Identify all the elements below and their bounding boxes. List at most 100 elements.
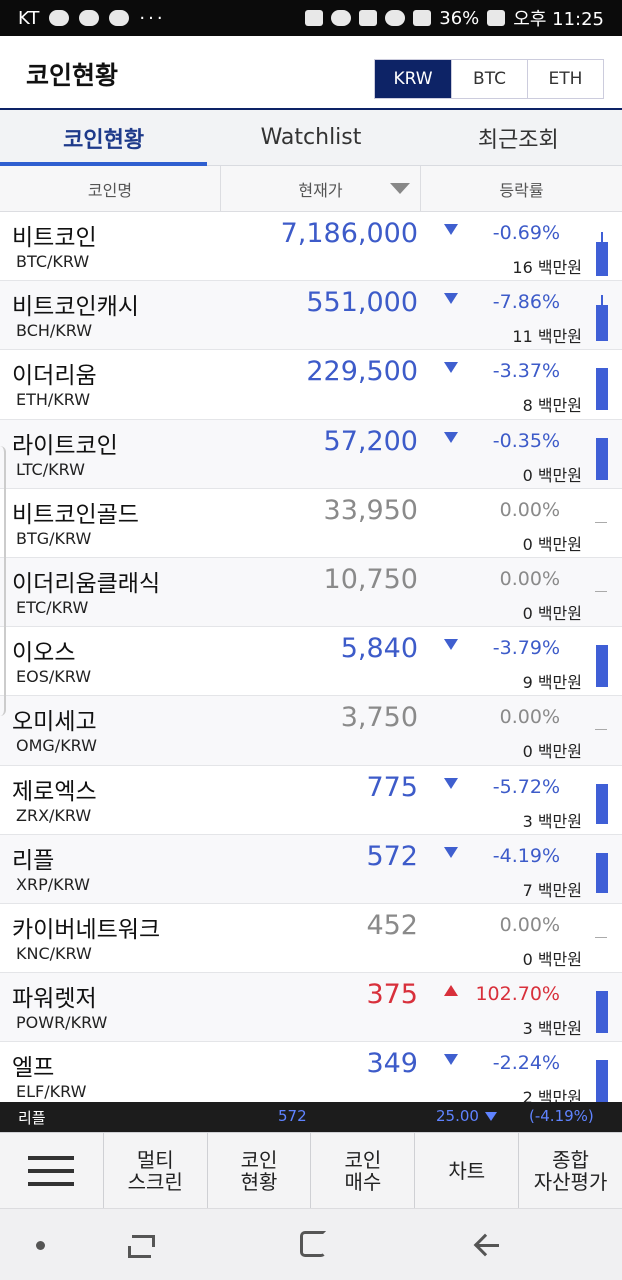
column-price[interactable]: 현재가 [221, 166, 421, 211]
coin-row[interactable]: 파워렛저 POWR/KRW 375 102.70% 3 백만원 [0, 973, 622, 1043]
coin-volume: 8 백만원 [522, 396, 582, 416]
coin-volume: 0 백만원 [522, 534, 582, 554]
system-nav-bar [0, 1208, 622, 1280]
battery-icon [487, 10, 506, 26]
currency-selector: KRW BTC ETH [374, 59, 604, 99]
coin-row[interactable]: 오미세고 OMG/KRW 3,750 0.00% 0 백만원 [0, 696, 622, 766]
clock: 오후 11:25 [513, 9, 604, 30]
back-icon[interactable] [474, 1234, 500, 1256]
down-triangle-icon [444, 431, 458, 443]
coin-row[interactable]: 비트코인골드 BTG/KRW 33,950 0.00% 0 백만원 [0, 488, 622, 558]
coin-volume: 0 백만원 [522, 742, 582, 762]
coin-change-rate: 0.00% [499, 498, 560, 521]
coin-status-button[interactable]: 코인 현황 [206, 1133, 311, 1208]
candle-icon [596, 1060, 608, 1102]
coin-row[interactable]: 엘프 ELF/KRW 349 -2.24% 2 백만원 [0, 1042, 622, 1102]
recent-apps-icon[interactable] [128, 1233, 155, 1258]
coin-change-rate: 102.70% [475, 983, 560, 1006]
coin-row[interactable]: 라이트코인 LTC/KRW 57,200 -0.35% 0 백만원 [0, 419, 622, 489]
coin-pair: ZRX/KRW [16, 805, 92, 825]
up-triangle-icon [444, 985, 458, 997]
coin-list[interactable]: 비트코인 BTC/KRW 7,186,000 -0.69% 16 백만원 비트코인캐시 BC… [0, 212, 622, 1102]
tab-bar: 코인현황 Watchlist 최근조회 [0, 110, 622, 166]
coin-pair: OMG/KRW [16, 736, 97, 756]
coin-pair: ELF/KRW [16, 1082, 87, 1102]
alarm-icon [331, 10, 352, 26]
coin-row[interactable]: 이더리움 ETH/KRW 229,500 -3.37% 8 백만원 [0, 350, 622, 420]
candle-icon [596, 232, 608, 276]
coin-change-rate: -4.19% [492, 844, 560, 867]
coin-change-rate: -3.79% [492, 637, 560, 660]
tab-watchlist[interactable]: Watchlist [260, 125, 362, 150]
down-triangle-icon [444, 293, 458, 305]
candle-icon [596, 991, 608, 1034]
coin-price: 10,750 [323, 563, 418, 595]
coin-pair: POWR/KRW [16, 1013, 108, 1033]
home-icon[interactable] [300, 1231, 326, 1257]
currency-eth-button[interactable]: ETH [527, 60, 603, 98]
coin-change-rate: 0.00% [499, 913, 560, 936]
coin-price: 3,750 [340, 702, 418, 734]
nav-dot-icon[interactable] [36, 1241, 45, 1250]
candle-icon [596, 645, 608, 688]
ticker-bar: 리플 572 25.00 (-4.19%) [0, 1102, 622, 1132]
coin-name: 리플 [12, 847, 55, 874]
coin-volume: 0 백만원 [522, 603, 582, 623]
coin-volume: 0 백만원 [522, 465, 582, 485]
coin-volume: 3 백만원 [522, 1019, 582, 1039]
chart-button[interactable]: 차트 [414, 1133, 518, 1208]
coin-name: 이더리움 [12, 363, 97, 390]
coin-change-rate: 0.00% [499, 706, 560, 729]
coin-row[interactable]: 리플 XRP/KRW 572 -4.19% 7 백만원 [0, 834, 622, 904]
currency-btc-button[interactable]: BTC [451, 60, 527, 98]
coin-price: 375 [366, 979, 418, 1011]
coin-price: 57,200 [323, 425, 418, 457]
coin-buy-button[interactable]: 코인 매수 [310, 1133, 414, 1208]
coin-row[interactable]: 이오스 EOS/KRW 5,840 -3.79% 9 백만원 [0, 627, 622, 697]
coin-name: 이오스 [12, 640, 76, 667]
coin-row[interactable]: 비트코인 BTC/KRW 7,186,000 -0.69% 16 백만원 [0, 212, 622, 282]
telegram-icon [109, 10, 130, 26]
coin-price: 7,186,000 [280, 218, 418, 249]
coin-row[interactable]: 비트코인캐시 BCH/KRW 551,000 -7.86% 11 백만원 [0, 281, 622, 351]
sort-down-icon[interactable] [390, 183, 410, 194]
hamburger-icon [28, 1155, 75, 1186]
down-triangle-icon [444, 639, 458, 651]
candle-icon [596, 783, 608, 824]
asset-evaluation-button[interactable]: 종합 자산평가 [518, 1133, 622, 1208]
flat-candle-icon [595, 590, 607, 592]
tab-recent[interactable]: 최근조회 [477, 127, 559, 153]
multi-screen-button[interactable]: 멀티 스크린 [102, 1133, 207, 1208]
mute-icon [305, 10, 324, 26]
coin-volume: 16 백만원 [512, 258, 582, 277]
down-triangle-icon [484, 1112, 497, 1121]
down-triangle-icon [444, 224, 458, 235]
coin-volume: 9 백만원 [522, 673, 582, 693]
menu-button[interactable] [0, 1133, 103, 1208]
candle-icon [596, 852, 608, 893]
flat-candle-icon [595, 936, 607, 938]
coin-name: 오미세고 [12, 709, 97, 736]
coin-pair: ETH/KRW [16, 390, 91, 410]
column-name[interactable]: 코인명 [0, 166, 221, 211]
edge-panel-handle[interactable] [0, 446, 6, 716]
wifi-icon [385, 10, 406, 26]
coin-price: 33,950 [323, 494, 418, 526]
column-change[interactable]: 등락률 [499, 180, 544, 200]
down-triangle-icon [444, 777, 458, 789]
app-header: 코인현황 KRW BTC ETH [0, 36, 622, 110]
page-title: 코인현황 [26, 61, 119, 90]
coin-row[interactable]: 제로엑스 ZRX/KRW 775 -5.72% 3 백만원 [0, 765, 622, 835]
coin-volume: 11 백만원 [512, 327, 582, 347]
coin-row[interactable]: 카이버네트워크 KNC/KRW 452 0.00% 0 백만원 [0, 903, 622, 974]
status-bar: KT ··· 36% 오후 11:25 [0, 0, 622, 36]
currency-krw-button[interactable]: KRW [375, 60, 451, 98]
talk-icon [49, 10, 70, 26]
coin-change-rate: -5.72% [492, 775, 560, 798]
coin-price: 551,000 [306, 287, 418, 319]
candle-icon [596, 437, 608, 480]
tab-coin-status[interactable]: 코인현황 [0, 110, 208, 166]
hd-icon [359, 10, 378, 26]
coin-row[interactable]: 이더리움클래식 ETC/KRW 10,750 0.00% 0 백만원 [0, 557, 622, 628]
signal-icon [413, 10, 432, 26]
